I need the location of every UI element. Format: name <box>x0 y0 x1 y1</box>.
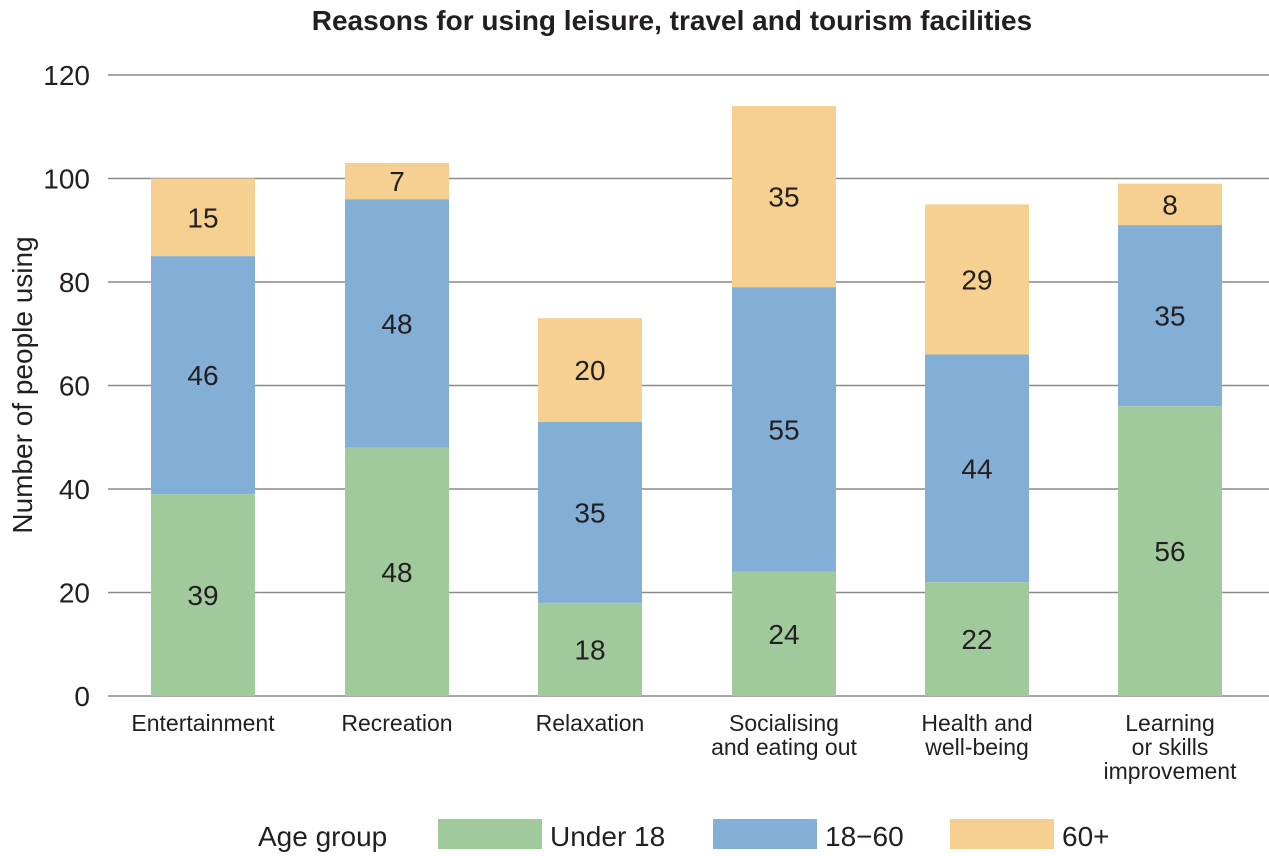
bar-segment <box>345 162 449 200</box>
bar-segment <box>925 354 1029 583</box>
y-axis-ticks: 0 20 40 60 80 100 120 <box>43 60 90 712</box>
bar-segment <box>1118 406 1222 696</box>
bar-value-label: 24 <box>768 619 799 650</box>
bar-value-label: 20 <box>574 355 605 386</box>
bar-segment <box>925 582 1029 696</box>
y-axis-label: Number of people using <box>7 236 38 533</box>
y-tick-label: 40 <box>59 474 90 505</box>
bar-value-label: 56 <box>1154 536 1185 567</box>
x-category-label: Learning <box>1125 710 1215 736</box>
bars: 39 46 15 48 48 7 18 35 20 24 55 35 22 44 29 56 35 8 <box>151 106 1222 696</box>
bar-value-label: 48 <box>381 557 412 588</box>
bar-value-label: 22 <box>961 624 992 655</box>
bar-segment <box>732 106 836 288</box>
bar-value-label: 55 <box>768 414 799 445</box>
y-tick-label: 80 <box>59 267 90 298</box>
x-category-label: Entertainment <box>131 710 275 736</box>
gridlines <box>108 74 1269 697</box>
bar-value-label: 48 <box>381 308 412 339</box>
y-tick-label: 20 <box>59 578 90 609</box>
bar-segment <box>538 421 642 603</box>
bar-segment <box>732 571 836 696</box>
x-category-label: Health and <box>921 710 1032 736</box>
x-category-label: or skills <box>1132 734 1209 760</box>
bar-segment <box>925 204 1029 355</box>
legend-title: Age group <box>258 821 387 852</box>
bar-value-label: 8 <box>1162 189 1178 220</box>
bar-value-label: 46 <box>187 360 218 391</box>
bar-value-label: 29 <box>961 264 992 295</box>
y-tick-label: 120 <box>43 60 90 91</box>
legend: Age group Under 18 18−60 60+ <box>258 819 1110 852</box>
y-tick-label: 100 <box>43 164 90 195</box>
x-category-label: Recreation <box>341 710 452 736</box>
bar-segment <box>732 287 836 572</box>
bar-value-label: 18 <box>574 634 605 665</box>
legend-swatch <box>438 819 542 849</box>
x-category-label: improvement <box>1104 758 1238 784</box>
bar-segment <box>151 494 255 696</box>
x-axis-categories: Entertainment Recreation Relaxation Sociali… <box>131 710 1237 784</box>
bar-segment <box>345 447 449 696</box>
bar-value-label: 15 <box>187 202 218 233</box>
bar-segment <box>1118 183 1222 226</box>
bar-segment <box>345 199 449 448</box>
legend-swatch <box>713 819 817 849</box>
bar-value-label: 35 <box>1154 301 1185 332</box>
bar-segment <box>538 318 642 422</box>
y-tick-label: 0 <box>74 681 90 712</box>
bar-value-label: 35 <box>574 497 605 528</box>
bar-segment <box>1118 225 1222 407</box>
legend-swatch <box>950 819 1054 849</box>
x-category-label: well-being <box>924 734 1029 760</box>
bar-value-label: 7 <box>389 166 405 197</box>
bar-segment <box>151 178 255 257</box>
legend-label: 18−60 <box>825 821 904 852</box>
chart-title: Reasons for using leisure, travel and to… <box>312 5 1032 36</box>
bar-segment <box>538 602 642 696</box>
x-category-label: Socialising <box>729 710 839 736</box>
legend-label: 60+ <box>1062 821 1110 852</box>
bar-value-label: 44 <box>961 453 992 484</box>
x-category-label: and eating out <box>711 734 857 760</box>
legend-label: Under 18 <box>550 821 665 852</box>
bar-segment <box>151 256 255 495</box>
y-tick-label: 60 <box>59 371 90 402</box>
x-category-label: Relaxation <box>536 710 645 736</box>
bar-value-label: 35 <box>768 182 799 213</box>
bar-value-label: 39 <box>187 580 218 611</box>
